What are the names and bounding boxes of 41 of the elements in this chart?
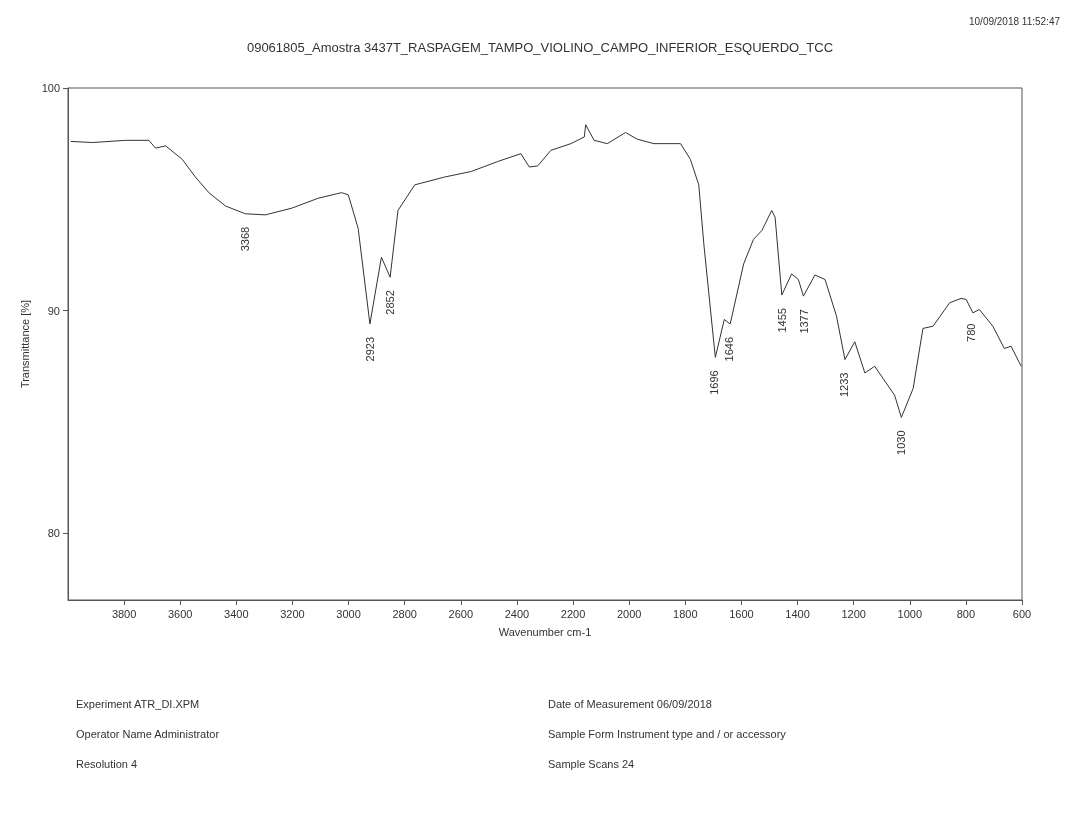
annotation: 2852 bbox=[384, 290, 397, 315]
annotation: 3368 bbox=[239, 226, 252, 252]
annotation: 1696 bbox=[708, 370, 721, 395]
annotation: 1455 bbox=[776, 308, 789, 333]
x-tick-label: 2800 bbox=[392, 607, 417, 620]
text: Sample Form Instrument type and / or accessory bbox=[548, 727, 787, 740]
x-tick-label: 2400 bbox=[504, 607, 530, 620]
y-tick-label: 90 bbox=[47, 304, 60, 317]
annotation: 1646 bbox=[722, 336, 735, 362]
line-series bbox=[70, 124, 1022, 418]
annotation: 1377 bbox=[797, 309, 810, 334]
x-tick-label: 1000 bbox=[897, 607, 923, 620]
y-tick-label: 100 bbox=[41, 82, 60, 94]
y-tick-label: 80 bbox=[47, 527, 60, 540]
x-tick-label: 3600 bbox=[167, 607, 193, 620]
text: Date of Measurement 06/09/2018 bbox=[548, 697, 712, 710]
x-tick-label: 1800 bbox=[673, 607, 698, 620]
text: Experiment ATR_DI.XPM bbox=[76, 697, 200, 710]
annotation: 1030 bbox=[895, 430, 908, 455]
x-tick-label: 2600 bbox=[448, 607, 474, 620]
x-tick-label: 800 bbox=[956, 607, 976, 620]
x-tick-label: 3200 bbox=[280, 607, 305, 620]
x-tick-label: 3400 bbox=[224, 607, 249, 620]
x-tick-label: 1200 bbox=[841, 607, 866, 620]
x-tick-label: 3000 bbox=[336, 607, 361, 620]
y-axis-title: Transmittance [%] bbox=[19, 299, 32, 389]
annotation: 1233 bbox=[838, 372, 851, 398]
x-tick-label: 1600 bbox=[729, 607, 754, 620]
x-tick-label: 3800 bbox=[111, 607, 137, 620]
x-tick-label: 2000 bbox=[616, 607, 642, 620]
text: 10/09/2018 11:52:47 bbox=[968, 15, 1061, 27]
text: Operator Name Administrator bbox=[76, 727, 220, 740]
x-axis-title: Wavenumber cm-1 bbox=[498, 625, 592, 638]
x-tick-label: 600 bbox=[1012, 607, 1032, 620]
annotation: 780 bbox=[965, 323, 978, 342]
x-tick-label: 2200 bbox=[560, 607, 586, 620]
chart-title: 09061805_Amostra 3437T_RASPAGEM_TAMPO_VIOLINO_CAMPO_INFERIOR_ESQUERDO_TCC bbox=[246, 40, 834, 55]
x-tick-label: 1400 bbox=[785, 607, 810, 620]
text: Sample Scans 24 bbox=[548, 757, 635, 770]
annotation: 2923 bbox=[364, 336, 377, 362]
text: Resolution 4 bbox=[76, 757, 138, 770]
